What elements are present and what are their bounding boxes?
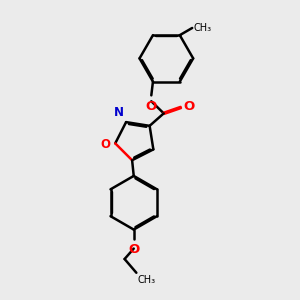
Text: N: N <box>113 106 124 119</box>
Text: O: O <box>128 243 140 256</box>
Text: O: O <box>183 100 195 113</box>
Text: O: O <box>145 100 156 112</box>
Text: CH₃: CH₃ <box>194 22 211 33</box>
Text: CH₃: CH₃ <box>137 275 155 285</box>
Text: O: O <box>101 138 111 151</box>
